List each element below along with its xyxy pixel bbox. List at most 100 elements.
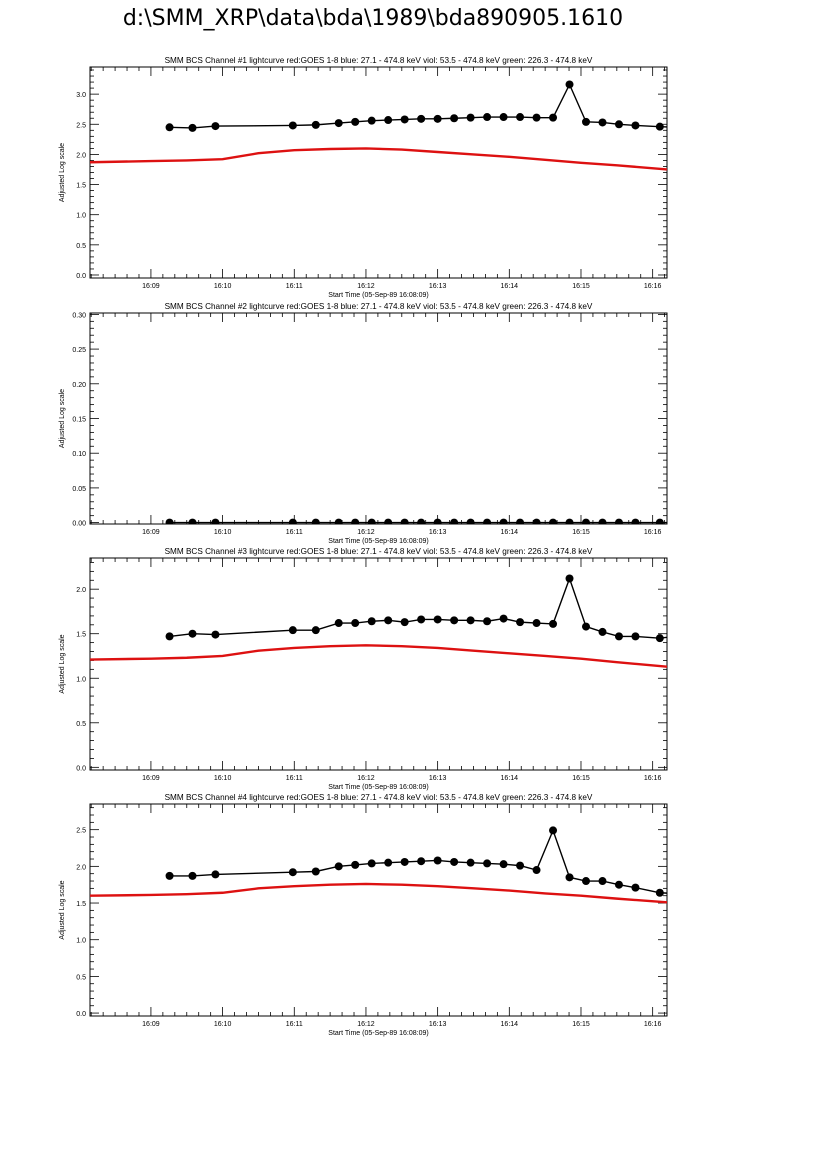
bcs-data-point: [367, 116, 376, 125]
bcs-data-point: [384, 858, 393, 867]
bcs-data-point: [417, 615, 426, 624]
y-tick-label: 1.0: [76, 938, 86, 945]
bcs-data-point: [311, 120, 320, 129]
x-tick-label: 16:13: [429, 1021, 447, 1028]
plot-frame: [89, 557, 668, 771]
bcs-data-point: [367, 859, 376, 868]
bcs-data-point: [483, 518, 492, 524]
y-tick-label: 0.30: [72, 312, 86, 319]
x-tick-label: 16:10: [214, 775, 232, 782]
bcs-data-point: [165, 123, 174, 132]
bcs-data-point: [631, 121, 640, 130]
y-tick-label: 0.25: [72, 347, 86, 354]
x-axis-label: Start Time (05-Sep-89 16:08:09): [328, 292, 428, 299]
x-tick-label: 16:15: [572, 775, 590, 782]
bcs-data-point: [334, 518, 343, 524]
x-tick-label: 16:11: [286, 529, 303, 536]
x-tick-label: 16:14: [501, 283, 519, 290]
bcs-data-point: [311, 518, 320, 524]
bcs-data-point: [288, 626, 297, 635]
bcs-data-point: [549, 619, 558, 628]
x-tick-label: 16:15: [572, 283, 590, 290]
bcs-data-point: [211, 518, 220, 524]
y-tick-label: 0.5: [76, 721, 86, 728]
bcs-data-point: [614, 518, 623, 524]
bcs-data-point: [499, 518, 508, 524]
bcs-data-point: [565, 518, 574, 524]
x-tick-label: 16:10: [214, 283, 232, 290]
x-tick-label: 16:16: [644, 775, 662, 782]
bcs-data-point: [598, 118, 607, 127]
bcs-data-point: [582, 877, 591, 886]
bcs-data-point: [450, 518, 459, 524]
bcs-data-point: [532, 619, 541, 628]
x-tick-label: 16:14: [501, 775, 519, 782]
bcs-data-point: [334, 619, 343, 628]
bcs-data-point: [165, 632, 174, 641]
x-tick-label: 16:09: [142, 529, 160, 536]
bcs-series-line: [169, 576, 667, 639]
y-tick-label: 1.5: [76, 632, 86, 639]
bcs-data-point: [516, 618, 525, 627]
bcs-data-point: [188, 871, 197, 880]
y-tick-label: 0.10: [72, 451, 86, 458]
y-axis-label: Adjusted Log scale: [59, 389, 66, 448]
bcs-data-point: [188, 518, 197, 524]
y-tick-label: 0.5: [76, 974, 86, 981]
bcs-data-point: [188, 629, 197, 638]
x-tick-label: 16:13: [429, 283, 447, 290]
y-tick-label: 1.0: [76, 676, 86, 683]
bcs-data-point: [450, 114, 459, 123]
bcs-data-point: [483, 859, 492, 868]
bcs-data-point: [598, 518, 607, 524]
bcs-data-point: [670, 123, 678, 131]
plot-area: [90, 574, 667, 668]
bcs-data-point: [165, 871, 174, 880]
bcs-data-point: [549, 518, 558, 524]
x-axis-label: Start Time (05-Sep-89 16:08:09): [328, 1030, 428, 1037]
bcs-data-point: [466, 113, 475, 122]
bcs-data-point: [311, 626, 320, 635]
bcs-data-point: [670, 889, 678, 897]
x-tick-label: 16:12: [357, 775, 375, 782]
bcs-data-point: [614, 120, 623, 129]
y-tick-label: 0.0: [76, 1011, 86, 1018]
bcs-data-point: [288, 868, 297, 877]
y-tick-label: 2.0: [76, 152, 86, 159]
y-tick-label: 2.5: [76, 122, 86, 129]
chart-title: SMM BCS Channel #2 lightcurve red:GOES 1…: [165, 302, 593, 311]
plot-area: [165, 518, 667, 524]
bcs-data-point: [582, 622, 591, 631]
plot-frame: [89, 312, 668, 525]
bcs-data-point: [400, 618, 409, 627]
bcs-data-point: [188, 123, 197, 132]
bcs-data-point: [466, 518, 475, 524]
chart-panel-1: SMM BCS Channel #1 lightcurve red:GOES 1…: [59, 56, 678, 299]
page-title: d:\SMM_XRP\data\bda\1989\bda890905.1610: [122, 6, 624, 31]
x-tick-label: 16:11: [286, 775, 303, 782]
x-tick-label: 16:11: [286, 283, 303, 290]
bcs-data-point: [165, 518, 174, 524]
bcs-data-point: [351, 860, 360, 869]
goes-series-line: [90, 644, 667, 668]
x-tick-label: 16:16: [644, 283, 662, 290]
x-tick-label: 16:14: [501, 529, 519, 536]
bcs-data-point: [631, 632, 640, 641]
bcs-data-point: [655, 122, 664, 131]
x-tick-label: 16:09: [142, 283, 160, 290]
bcs-data-point: [516, 113, 525, 122]
bcs-data-point: [532, 518, 541, 524]
y-axis-label: Adjusted Log scale: [59, 143, 66, 202]
bcs-data-point: [288, 121, 297, 130]
x-tick-label: 16:13: [429, 775, 447, 782]
x-axis-label: Start Time (05-Sep-89 16:08:09): [328, 784, 428, 791]
x-tick-label: 16:14: [501, 1021, 519, 1028]
bcs-data-point: [211, 870, 220, 879]
bcs-data-point: [565, 574, 574, 583]
bcs-data-point: [450, 857, 459, 866]
bcs-data-point: [384, 116, 393, 125]
y-tick-label: 2.0: [76, 864, 86, 871]
y-axis-label: Adjusted Log scale: [59, 880, 66, 939]
bcs-data-point: [614, 880, 623, 889]
